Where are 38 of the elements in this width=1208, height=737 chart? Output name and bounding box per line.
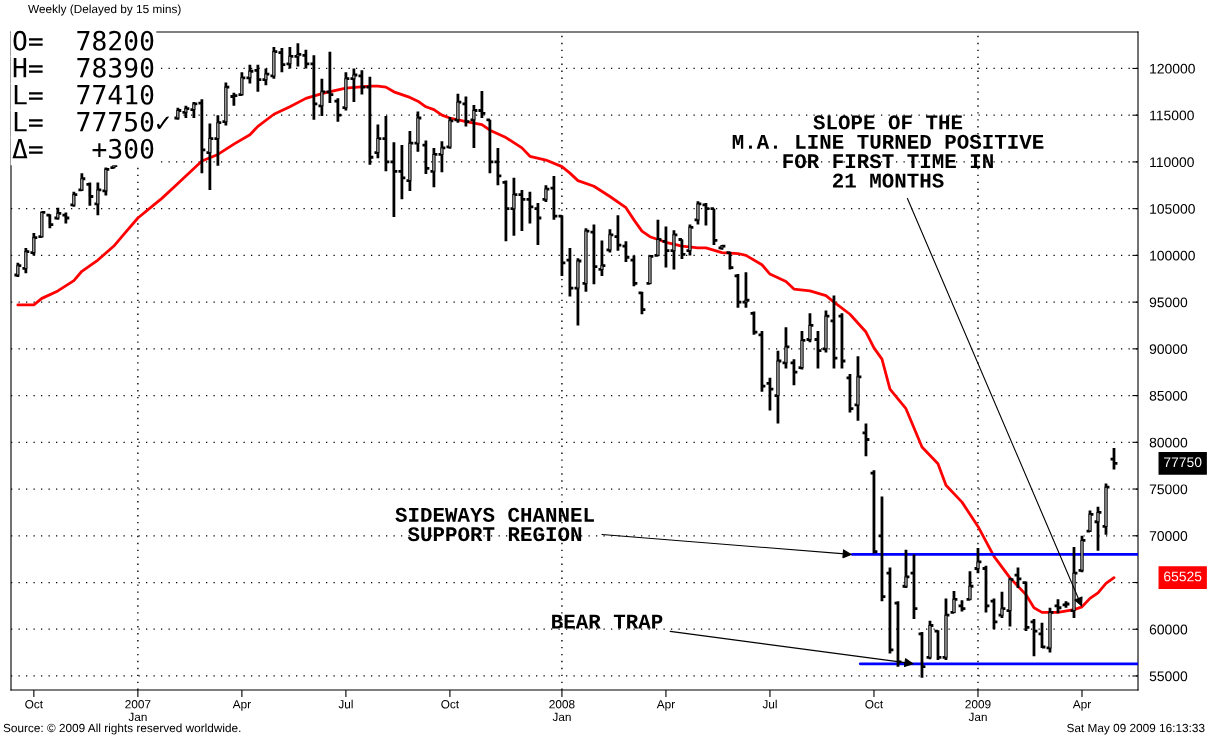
annotation: SIDEWAYS CHANNEL SUPPORT REGION xyxy=(395,507,594,542)
text: 77750 xyxy=(1164,457,1202,468)
x-tick-label: Jul xyxy=(338,699,353,709)
annotation: SLOPE OF THE M.A. LINE TURNED POSITIVE FOR FIRST TIME IN 21 MONTHS xyxy=(732,115,1044,188)
x-tick-label: Jul xyxy=(762,699,777,709)
text: Sat May 09 2009 16:13:33 xyxy=(1067,723,1205,735)
text: 65525 xyxy=(1164,571,1202,582)
y-tick-label: 55000 xyxy=(1149,671,1188,682)
annotation: L= 77750✓ xyxy=(14,111,169,132)
y-tick-label: 75000 xyxy=(1149,484,1188,495)
y-tick-label: 90000 xyxy=(1149,344,1188,355)
annotation: L= 77410 xyxy=(14,84,154,105)
candlestick xyxy=(40,210,44,240)
x-tick-label: Apr xyxy=(656,700,675,711)
annotation: H= 78390 xyxy=(13,57,154,78)
y-tick-label: 60000 xyxy=(1149,624,1188,635)
x-tick-label: 2007 Jan xyxy=(125,700,151,722)
y-tick-label: 85000 xyxy=(1149,390,1188,401)
source-note: Source: © 2009 All rights reserved worldwide. xyxy=(3,723,241,735)
x-tick-label: Oct xyxy=(441,700,460,709)
y-tick-label: 110000 xyxy=(1150,157,1194,168)
y-tick-label: 100000 xyxy=(1150,250,1195,261)
x-tick-label: 2008 Jan xyxy=(549,700,575,722)
x-tick-label: Oct xyxy=(25,700,43,709)
x-tick-label: Apr xyxy=(1072,700,1091,711)
x-tick-label: Apr xyxy=(232,700,251,711)
y-tick-label: 95000 xyxy=(1149,297,1188,308)
x-tick-label: Oct xyxy=(865,700,884,709)
y-tick-label: 80000 xyxy=(1149,437,1188,448)
y-tick-label: 70000 xyxy=(1149,531,1188,541)
x-tick-label: 2009 Jan xyxy=(965,700,991,722)
annotation: O= 78200 xyxy=(13,30,154,51)
annotation: BEAR TRAP xyxy=(552,614,663,629)
y-tick-label: 115000 xyxy=(1150,110,1194,121)
y-tick-label: 105000 xyxy=(1150,203,1195,214)
annotation: Δ= +300 xyxy=(12,138,154,159)
chart-title: Weekly (Delayed by 15 mins) xyxy=(28,4,181,16)
y-tick-label: 120000 xyxy=(1150,63,1195,74)
